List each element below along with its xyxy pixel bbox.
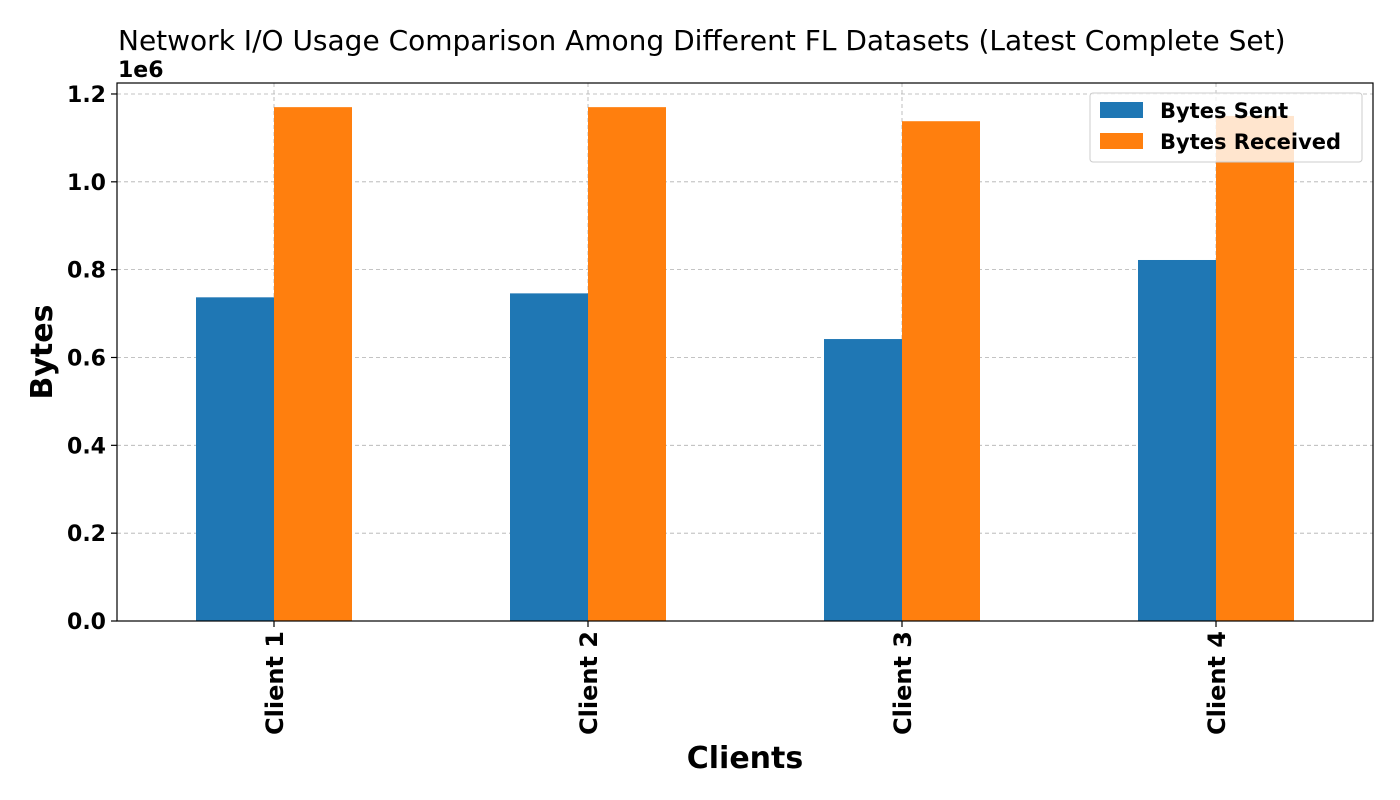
- x-tick-label: Client 4: [1203, 631, 1231, 735]
- y-tick-label: 0.6: [67, 346, 106, 371]
- bar-bytes-sent: [510, 293, 588, 621]
- y-tick-label: 0.0: [67, 610, 106, 635]
- bar-bytes-received: [274, 107, 352, 622]
- y-tick-label: 1.2: [67, 83, 106, 108]
- y-tick-label: 1.0: [67, 171, 106, 196]
- legend-swatch-bytes-sent: [1100, 102, 1143, 118]
- legend: Bytes Sent Bytes Received: [1089, 92, 1363, 163]
- legend-swatch-bytes-received: [1100, 133, 1143, 149]
- legend-box: [1089, 92, 1363, 163]
- x-tick-label: Client 2: [575, 631, 603, 735]
- bar-bytes-received: [588, 107, 666, 622]
- legend-label-bytes-sent: Bytes Sent: [1160, 99, 1288, 123]
- y-axis-label: Bytes: [25, 305, 60, 400]
- y-tick-label: 0.2: [67, 522, 106, 547]
- plot-frame: [116, 82, 1374, 622]
- y-tick-label: 0.4: [67, 434, 106, 459]
- axis-offset-label: 1e6: [118, 58, 164, 83]
- x-axis-label: Clients: [687, 741, 803, 776]
- x-tick-label: Client 1: [261, 631, 289, 735]
- bar-bytes-sent: [1138, 259, 1216, 621]
- bar-bytes-sent: [196, 297, 274, 621]
- y-axis: 0.0 0.2 0.4 0.6 0.8 1.0 1.2: [67, 83, 117, 635]
- bar-bytes-received: [902, 121, 980, 621]
- bars: [196, 107, 1294, 622]
- bar-bytes-received: [1216, 115, 1294, 621]
- chart-title: Network I/O Usage Comparison Among Diffe…: [118, 24, 1286, 57]
- legend-label-bytes-received: Bytes Received: [1160, 130, 1341, 154]
- x-tick-label: Client 3: [889, 631, 917, 735]
- x-axis: Client 1 Client 2 Client 3 Client 4: [261, 621, 1231, 735]
- bar-bytes-sent: [824, 339, 902, 621]
- y-tick-label: 0.8: [67, 259, 106, 284]
